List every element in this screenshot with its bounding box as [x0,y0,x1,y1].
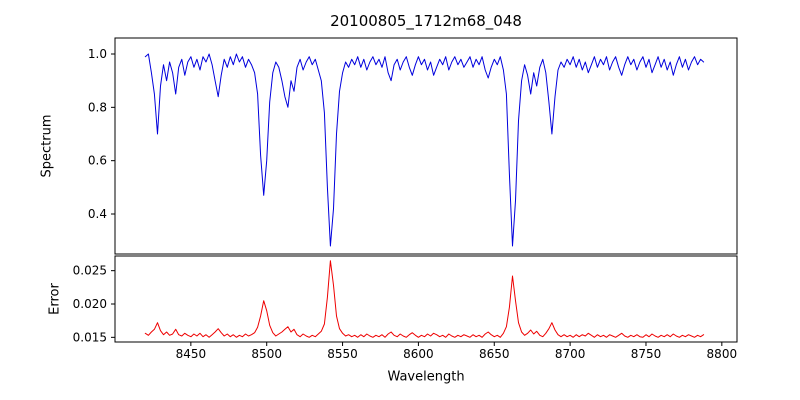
spectrum-line [144,53,705,247]
y-tick-label: 0.4 [88,207,107,221]
error-panel-frame [114,255,738,343]
y-tick-label: 1.0 [88,47,107,61]
spectrum-y-axis-label: Spectrum [39,114,55,178]
x-tick-label: 8550 [327,347,358,361]
x-tick-label: 8800 [707,347,738,361]
error-y-axis-label: Error [47,283,63,315]
x-tick-label: 8650 [479,347,510,361]
x-axis-label: Wavelength [387,369,465,385]
x-tick-label: 8750 [631,347,662,361]
y-tick-label: 0.025 [73,264,107,278]
y-tick-label: 0.020 [73,297,107,311]
chart-title: 20100805_1712m68_048 [330,12,522,30]
y-tick-label: 0.8 [88,100,107,114]
x-tick-label: 8450 [176,347,207,361]
y-tick-label: 0.015 [73,330,107,344]
x-tick-label: 8700 [555,347,586,361]
error-line [144,260,705,338]
x-tick-label: 8500 [251,347,282,361]
y-tick-label: 0.6 [88,154,107,168]
x-tick-label: 8600 [403,347,434,361]
spectrum-panel-frame [114,37,738,255]
